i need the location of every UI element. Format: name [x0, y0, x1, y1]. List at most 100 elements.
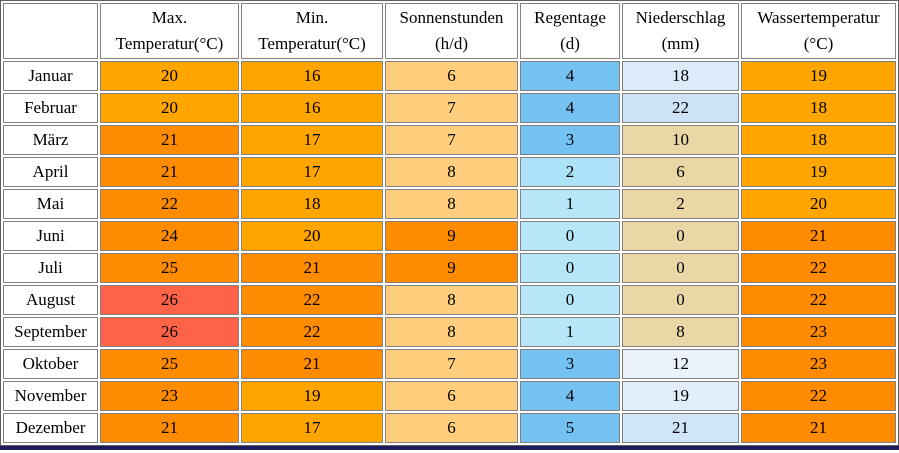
cell-min-temp: 17 [241, 157, 383, 187]
cell-max-temp: 20 [100, 93, 239, 123]
col-header-water-temp: Wassertemperatur (°C) [741, 3, 896, 59]
cell-rain-days: 4 [520, 93, 620, 123]
header-row: Max. Temperatur(°C) Min. Temperatur(°C) So… [3, 3, 896, 59]
col-header-precipitation: Niederschlag (mm) [622, 3, 739, 59]
cell-rain-days: 0 [520, 285, 620, 315]
cell-min-temp: 18 [241, 189, 383, 219]
cell-min-temp: 17 [241, 125, 383, 155]
bottom-divider [0, 446, 899, 450]
cell-rain-days: 3 [520, 125, 620, 155]
row-month-label: Oktober [3, 349, 98, 379]
cell-max-temp: 26 [100, 285, 239, 315]
table-row: März 21 17 7 3 10 18 [3, 125, 896, 155]
cell-rain-days: 2 [520, 157, 620, 187]
table-row: Februar 20 16 7 4 22 18 [3, 93, 896, 123]
table-row: Juli 25 21 9 0 0 22 [3, 253, 896, 283]
cell-precipitation: 8 [622, 317, 739, 347]
row-month-label: Juli [3, 253, 98, 283]
header-line: Min. [295, 8, 329, 27]
cell-precipitation: 0 [622, 253, 739, 283]
cell-max-temp: 25 [100, 253, 239, 283]
cell-min-temp: 17 [241, 413, 383, 443]
cell-rain-days: 1 [520, 189, 620, 219]
cell-rain-days: 0 [520, 221, 620, 251]
header-line: (h/d) [434, 34, 469, 53]
cell-max-temp: 24 [100, 221, 239, 251]
cell-precipitation: 12 [622, 349, 739, 379]
col-header-rain-days: Regentage (d) [520, 3, 620, 59]
cell-water-temp: 23 [741, 349, 896, 379]
cell-sun-hours: 6 [385, 61, 518, 91]
row-month-label: November [3, 381, 98, 411]
cell-max-temp: 21 [100, 157, 239, 187]
cell-sun-hours: 7 [385, 349, 518, 379]
cell-sun-hours: 7 [385, 125, 518, 155]
cell-water-temp: 21 [741, 221, 896, 251]
cell-precipitation: 18 [622, 61, 739, 91]
cell-rain-days: 1 [520, 317, 620, 347]
cell-water-temp: 22 [741, 253, 896, 283]
cell-water-temp: 21 [741, 413, 896, 443]
cell-precipitation: 0 [622, 221, 739, 251]
cell-min-temp: 22 [241, 317, 383, 347]
cell-min-temp: 21 [241, 349, 383, 379]
cell-max-temp: 22 [100, 189, 239, 219]
cell-max-temp: 20 [100, 61, 239, 91]
cell-min-temp: 19 [241, 381, 383, 411]
table-row: April 21 17 8 2 6 19 [3, 157, 896, 187]
col-header-max-temp: Max. Temperatur(°C) [100, 3, 239, 59]
cell-sun-hours: 8 [385, 157, 518, 187]
row-month-label: Januar [3, 61, 98, 91]
header-line: Niederschlag [635, 8, 726, 27]
row-month-label: Juni [3, 221, 98, 251]
cell-min-temp: 20 [241, 221, 383, 251]
col-header-min-temp: Min. Temperatur(°C) [241, 3, 383, 59]
table-row: September 26 22 8 1 8 23 [3, 317, 896, 347]
table-row: November 23 19 6 4 19 22 [3, 381, 896, 411]
cell-water-temp: 19 [741, 157, 896, 187]
cell-sun-hours: 7 [385, 93, 518, 123]
cell-precipitation: 6 [622, 157, 739, 187]
cell-sun-hours: 8 [385, 317, 518, 347]
cell-precipitation: 19 [622, 381, 739, 411]
header-line: Temperatur(°C) [115, 34, 224, 53]
cell-sun-hours: 9 [385, 253, 518, 283]
cell-max-temp: 21 [100, 125, 239, 155]
header-line: Sonnenstunden [399, 8, 504, 27]
cell-min-temp: 16 [241, 93, 383, 123]
table-row: Oktober 25 21 7 3 12 23 [3, 349, 896, 379]
cell-sun-hours: 9 [385, 221, 518, 251]
cell-rain-days: 4 [520, 61, 620, 91]
cell-water-temp: 18 [741, 93, 896, 123]
header-line: Max. [151, 8, 188, 27]
header-line: Temperatur(°C) [258, 34, 366, 53]
cell-water-temp: 18 [741, 125, 896, 155]
cell-precipitation: 10 [622, 125, 739, 155]
cell-precipitation: 2 [622, 189, 739, 219]
table-row: Dezember 21 17 6 5 21 21 [3, 413, 896, 443]
cell-sun-hours: 8 [385, 285, 518, 315]
table-row: Mai 22 18 8 1 2 20 [3, 189, 896, 219]
header-line: (°C) [803, 34, 834, 53]
table-row: Juni 24 20 9 0 0 21 [3, 221, 896, 251]
row-month-label: März [3, 125, 98, 155]
cell-precipitation: 21 [622, 413, 739, 443]
col-header-empty [3, 3, 98, 59]
cell-min-temp: 22 [241, 285, 383, 315]
row-month-label: Mai [3, 189, 98, 219]
cell-water-temp: 22 [741, 285, 896, 315]
cell-water-temp: 23 [741, 317, 896, 347]
cell-precipitation: 0 [622, 285, 739, 315]
header-line: Regentage [534, 8, 606, 27]
table-row: Januar 20 16 6 4 18 19 [3, 61, 896, 91]
cell-water-temp: 22 [741, 381, 896, 411]
row-month-label: Februar [3, 93, 98, 123]
cell-precipitation: 22 [622, 93, 739, 123]
row-month-label: September [3, 317, 98, 347]
cell-max-temp: 23 [100, 381, 239, 411]
header-line: (d) [560, 34, 580, 53]
row-month-label: August [3, 285, 98, 315]
cell-min-temp: 16 [241, 61, 383, 91]
